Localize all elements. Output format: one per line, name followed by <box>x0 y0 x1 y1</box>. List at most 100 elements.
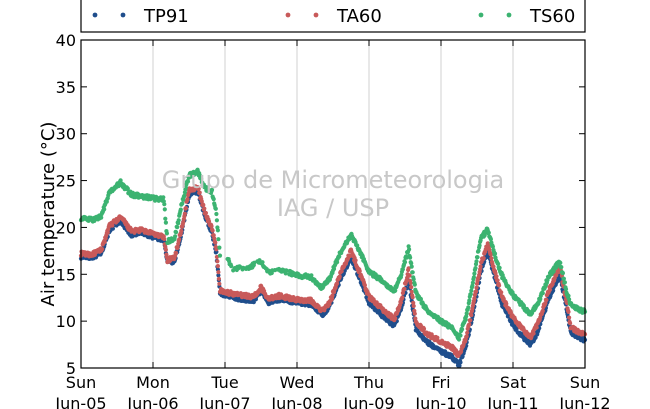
data-point-ts60 <box>408 255 413 260</box>
data-point-ta60 <box>215 259 220 264</box>
data-point-ta60 <box>175 244 180 250</box>
x-tick-label-weekday: Mon <box>136 373 170 392</box>
data-point-ta60 <box>110 223 115 228</box>
data-point-ta60 <box>435 335 440 340</box>
data-point-ts60 <box>175 225 180 230</box>
data-point-ta60 <box>393 316 398 321</box>
data-point-ts60 <box>217 253 223 258</box>
data-point-ta60 <box>544 297 549 303</box>
data-point-ts60 <box>337 254 342 259</box>
data-point-ts60 <box>497 265 502 270</box>
data-point-ta60 <box>495 278 500 283</box>
data-point-ts60 <box>393 288 398 293</box>
data-point-ta60 <box>201 202 206 208</box>
data-point-ta60 <box>488 252 493 257</box>
data-point-ts60 <box>560 271 566 276</box>
x-tick-label-weekday: Sun <box>66 373 96 392</box>
data-point-ta60 <box>353 258 358 263</box>
data-point-ts60 <box>183 185 188 190</box>
data-point-ts60 <box>217 245 222 250</box>
data-point-ts60 <box>211 197 216 202</box>
x-tick-label-weekday: Thu <box>353 373 384 392</box>
data-point-ta60 <box>410 295 415 300</box>
data-point-ts60 <box>458 333 463 338</box>
data-point-ts60 <box>456 337 462 342</box>
data-point-ts60 <box>563 287 569 292</box>
data-point-ts60 <box>406 244 411 249</box>
data-point-ts60 <box>418 297 423 302</box>
x-tick-label-weekday: Sun <box>570 373 600 392</box>
data-point-ta60 <box>421 326 427 331</box>
data-point-ta60 <box>216 276 221 281</box>
legend-marker-ts60 <box>478 12 484 18</box>
data-point-ta60 <box>105 230 110 235</box>
data-point-ts60 <box>474 259 479 264</box>
x-tick-label-weekday: Fri <box>431 373 450 392</box>
data-point-ta60 <box>179 228 184 233</box>
data-point-ta60 <box>357 269 362 274</box>
data-point-tp91 <box>458 360 463 365</box>
data-point-ta60 <box>216 270 221 275</box>
x-tick-label-date: Jun-12 <box>558 394 610 409</box>
data-point-ts60 <box>477 243 482 248</box>
legend-box <box>80 0 586 33</box>
data-point-ta60 <box>213 240 218 245</box>
data-point-ta60 <box>465 330 470 335</box>
data-point-ts60 <box>163 216 168 221</box>
data-point-ta60 <box>566 309 571 314</box>
data-point-ts60 <box>215 228 220 233</box>
data-point-ta60 <box>491 264 496 269</box>
data-point-ta60 <box>398 300 403 305</box>
data-point-ta60 <box>409 285 414 290</box>
data-point-tp91 <box>533 335 538 340</box>
x-tick-label-weekday: Wed <box>280 373 315 392</box>
data-point-ts60 <box>407 247 412 252</box>
data-point-ts60 <box>118 178 123 183</box>
data-point-ts60 <box>562 280 568 285</box>
data-point-ta60 <box>464 334 469 339</box>
data-point-ts60 <box>163 220 168 225</box>
data-point-ts60 <box>162 207 167 212</box>
data-point-ts60 <box>173 234 178 239</box>
data-point-ts60 <box>559 265 564 270</box>
data-point-ts60 <box>467 298 472 303</box>
data-point-ts60 <box>470 280 475 285</box>
y-tick-label: 30 <box>56 125 76 144</box>
data-point-ts60 <box>229 264 234 269</box>
plot-frame <box>80 39 586 369</box>
data-point-ts60 <box>102 207 107 212</box>
data-point-ts60 <box>490 244 495 249</box>
data-point-ta60 <box>468 318 473 323</box>
data-point-ts60 <box>475 255 480 260</box>
y-tick-label: 20 <box>56 218 76 237</box>
data-point-ts60 <box>176 218 181 223</box>
data-point-ts60 <box>460 327 465 332</box>
data-point-ts60 <box>178 207 183 212</box>
legend-label-ta60: TA60 <box>336 6 382 27</box>
data-point-ts60 <box>558 260 563 265</box>
data-point-ts60 <box>284 268 289 273</box>
y-tick-label: 25 <box>56 172 76 191</box>
data-point-ta60 <box>182 211 187 216</box>
data-point-ts60 <box>180 201 185 206</box>
data-point-ta60 <box>534 325 539 330</box>
data-point-ts60 <box>463 317 468 322</box>
data-point-ta60 <box>408 280 413 286</box>
data-point-ta60 <box>568 321 573 326</box>
data-point-ts60 <box>464 311 469 316</box>
data-point-ts60 <box>476 248 481 253</box>
data-point-ta60 <box>499 290 504 295</box>
data-point-ts60 <box>216 237 221 242</box>
data-point-ta60 <box>210 228 215 233</box>
y-tick-label: 40 <box>56 31 76 50</box>
watermark-text: Grupo de Micrometeorologia <box>162 166 504 194</box>
data-point-ta60 <box>362 283 367 288</box>
y-tick-label: 15 <box>56 265 76 284</box>
legend-marker-ts60 <box>506 12 512 18</box>
data-point-tp91 <box>216 273 221 278</box>
data-point-ts60 <box>402 260 408 265</box>
data-point-ts60 <box>488 237 493 242</box>
x-tick-label-weekday: Tue <box>210 373 238 392</box>
data-point-ta60 <box>481 256 486 261</box>
